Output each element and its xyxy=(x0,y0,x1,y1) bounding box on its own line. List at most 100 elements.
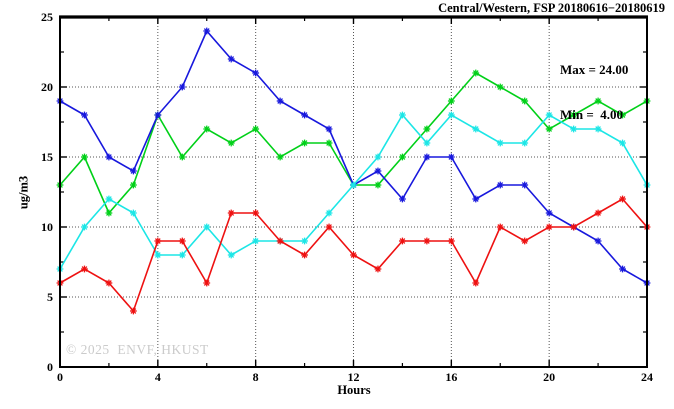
data-point-marker xyxy=(496,223,504,231)
data-point-marker xyxy=(105,279,113,287)
data-point-marker xyxy=(81,111,88,119)
data-point-marker xyxy=(325,125,333,133)
x-axis-label: Hours xyxy=(337,383,371,397)
data-point-marker xyxy=(227,139,235,147)
data-point-marker xyxy=(252,209,260,217)
data-point-marker xyxy=(178,251,186,259)
data-point-marker xyxy=(521,97,529,105)
data-point-marker xyxy=(570,111,578,119)
data-point-marker xyxy=(105,153,113,161)
data-point-marker xyxy=(325,223,333,231)
data-point-marker xyxy=(594,237,602,245)
data-point-marker xyxy=(252,125,260,133)
data-point-marker xyxy=(178,83,186,91)
data-point-marker xyxy=(178,237,186,245)
data-point-marker xyxy=(521,237,529,245)
data-point-marker xyxy=(472,125,480,133)
y-tick-label: 25 xyxy=(41,10,53,24)
data-point-marker xyxy=(325,209,333,217)
data-point-marker xyxy=(374,153,382,161)
data-point-marker xyxy=(350,251,357,259)
data-point-marker xyxy=(594,125,602,133)
gridlines xyxy=(60,17,647,367)
data-point-marker xyxy=(399,111,406,119)
data-point-marker xyxy=(472,195,480,203)
y-tick-label: 5 xyxy=(47,290,53,304)
data-point-marker xyxy=(276,153,284,161)
y-tick-label: 0 xyxy=(47,360,53,374)
data-point-marker xyxy=(105,209,113,217)
data-point-marker xyxy=(423,125,431,133)
data-point-marker xyxy=(619,195,626,203)
data-point-marker xyxy=(301,251,308,259)
chart-title: Central/Western, FSP 20180616−20180619 xyxy=(438,1,665,15)
data-point-marker xyxy=(203,27,211,35)
data-point-marker xyxy=(545,111,553,119)
data-point-marker xyxy=(570,223,578,231)
data-point-marker xyxy=(447,97,455,105)
x-tick-label: 12 xyxy=(348,370,360,384)
data-point-marker xyxy=(350,181,357,189)
legend: Max = 24.00 Min = 4.00 xyxy=(560,32,628,152)
data-point-marker xyxy=(423,153,431,161)
data-point-marker xyxy=(105,195,113,203)
data-point-marker xyxy=(399,153,406,161)
data-point-marker xyxy=(227,251,235,259)
data-point-marker xyxy=(325,139,333,147)
data-point-marker xyxy=(203,125,211,133)
data-point-marker xyxy=(276,237,284,245)
data-point-marker xyxy=(619,111,626,119)
green-line xyxy=(56,69,651,217)
data-point-marker xyxy=(252,69,260,77)
data-point-marker xyxy=(447,237,455,245)
data-point-marker xyxy=(252,237,260,245)
data-point-marker xyxy=(227,55,235,63)
y-tick-label: 10 xyxy=(41,220,53,234)
data-point-marker xyxy=(81,223,88,231)
data-point-marker xyxy=(81,265,88,273)
data-point-marker xyxy=(423,237,431,245)
data-point-marker xyxy=(423,139,431,147)
data-point-marker xyxy=(203,223,211,231)
data-point-marker xyxy=(496,139,504,147)
data-point-marker xyxy=(301,237,308,245)
data-point-marker xyxy=(619,139,626,147)
data-point-marker xyxy=(496,83,504,91)
data-point-marker xyxy=(81,153,88,161)
data-point-marker xyxy=(594,97,602,105)
x-tick-label: 16 xyxy=(445,370,457,384)
data-point-marker xyxy=(399,195,406,203)
data-point-marker xyxy=(301,139,308,147)
data-point-marker xyxy=(545,223,553,231)
tick-labels: 0 4 8 12 16 20 24 0 5 10 15 20 25 xyxy=(41,10,653,384)
data-point-marker xyxy=(496,181,504,189)
data-point-marker xyxy=(129,181,137,189)
data-point-marker xyxy=(472,279,480,287)
watermark: © 2025 ENVF, HKUST xyxy=(66,342,209,357)
x-tick-label: 4 xyxy=(155,370,161,384)
data-point-marker xyxy=(203,279,211,287)
x-tick-label: 0 xyxy=(57,370,63,384)
data-point-marker xyxy=(154,251,162,259)
legend-max-value: Max = 24.00 xyxy=(560,62,629,77)
data-point-marker xyxy=(129,209,137,217)
x-tick-label: 8 xyxy=(253,370,259,384)
data-point-marker xyxy=(447,111,455,119)
data-point-marker xyxy=(129,307,137,315)
data-point-marker xyxy=(374,167,382,175)
data-point-marker xyxy=(276,97,284,105)
data-point-marker xyxy=(374,181,382,189)
data-point-marker xyxy=(227,209,235,217)
data-point-marker xyxy=(301,111,308,119)
data-point-marker xyxy=(521,181,529,189)
data-point-marker xyxy=(129,167,137,175)
data-point-marker xyxy=(545,125,553,133)
y-tick-label: 20 xyxy=(41,80,53,94)
data-point-marker xyxy=(178,153,186,161)
data-point-marker xyxy=(472,69,480,77)
y-tick-label: 15 xyxy=(41,150,53,164)
data-point-marker xyxy=(594,209,602,217)
data-point-marker xyxy=(521,139,529,147)
